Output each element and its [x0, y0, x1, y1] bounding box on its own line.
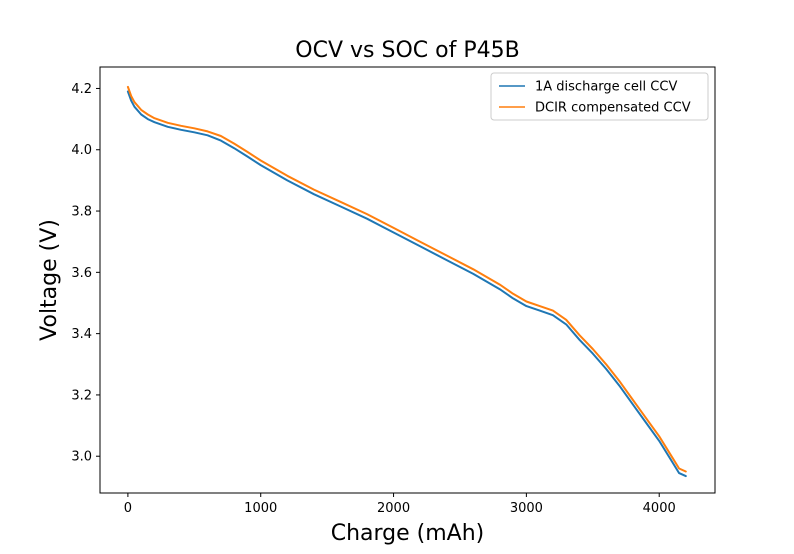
legend-entry-1: 1A discharge cell CCV [535, 80, 677, 95]
x-tick-label: 0 [124, 501, 132, 516]
y-axis-label: Voltage (V) [37, 219, 62, 341]
x-axis-label: Charge (mAh) [331, 521, 485, 546]
x-tick-label: 1000 [244, 501, 277, 516]
y-tick-label: 4.2 [71, 82, 92, 97]
y-tick-label: 3.4 [71, 327, 92, 342]
x-tick-label: 2000 [377, 501, 410, 516]
y-tick-label: 4.0 [71, 143, 92, 158]
legend: 1A discharge cell CCV DCIR compensated CC… [490, 72, 709, 121]
plot-lines [126, 85, 687, 478]
y-tick-label: 3.0 [71, 450, 92, 465]
y-tick-label: 3.2 [71, 388, 92, 403]
y-tick-label: 3.8 [71, 205, 92, 220]
series-line-2 [126, 85, 687, 473]
chart-title: OCV vs SOC of P45B [295, 38, 519, 63]
x-tick-label: 4000 [643, 501, 676, 516]
x-tick-label: 3000 [510, 501, 543, 516]
plot-frame [99, 66, 716, 494]
legend-entry-2: DCIR compensated CCV [535, 101, 691, 116]
series-line-1 [126, 90, 687, 478]
legend-box [490, 72, 709, 121]
y-tick-label: 3.6 [71, 266, 92, 281]
ticks: 0 1000 2000 3000 4000 3.0 3.2 3.4 3.6 3.8 4.0 4.2 [71, 82, 675, 516]
